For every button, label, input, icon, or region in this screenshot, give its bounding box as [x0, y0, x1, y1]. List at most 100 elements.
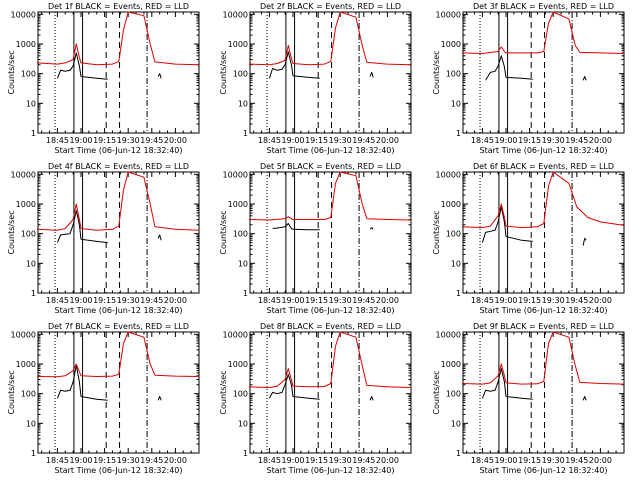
- x-axis-label: Start Time (06-Jun-12 18:32:40): [480, 146, 608, 155]
- chart-panel-8: Det 8f BLACK = Events, RED = LLD 1 10 100 10…: [219, 322, 412, 475]
- x-tick-label: 19:45: [352, 456, 375, 465]
- y-tick-label: 1: [243, 449, 248, 458]
- y-tick-label: 1: [31, 449, 36, 458]
- chart-title: Det 8f BLACK = Events, RED = LLD: [260, 322, 401, 331]
- x-tick-label: 19:45: [140, 456, 163, 465]
- x-axis-label: Start Time (06-Jun-12 18:32:40): [480, 466, 608, 475]
- x-tick-label: 19:00: [69, 456, 92, 465]
- y-tick-label: 10: [26, 259, 36, 268]
- y-axis-label: Counts/sec: [219, 370, 228, 414]
- x-tick-label: 20:00: [589, 456, 612, 465]
- x-tick-label: 20:00: [164, 456, 187, 465]
- chart-title: Det 4f BLACK = Events, RED = LLD: [48, 162, 189, 171]
- x-tick-label: 18:45: [258, 456, 281, 465]
- x-tick-label: 19:30: [542, 456, 565, 465]
- x-tick-label: 19:30: [117, 456, 140, 465]
- series-events-segment: [369, 71, 374, 78]
- y-axis-label: Counts/sec: [219, 50, 228, 94]
- series-events-segment: [582, 396, 587, 401]
- y-tick-label: 1000: [441, 200, 461, 209]
- y-tick-label: 100: [233, 230, 248, 239]
- y-tick-label: 10000: [223, 330, 248, 339]
- y-tick-label: 100: [446, 70, 461, 79]
- x-tick-label: 19:45: [565, 136, 588, 145]
- x-axis-label: Start Time (06-Jun-12 18:32:40): [480, 306, 608, 315]
- chart-title: Det 6f BLACK = Events, RED = LLD: [473, 162, 614, 171]
- x-tick-label: 19:30: [117, 136, 140, 145]
- series-lld: [36, 11, 200, 66]
- x-tick-label: 19:00: [281, 136, 304, 145]
- chart-panel-2: Det 2f BLACK = Events, RED = LLD 1 10 100 10…: [219, 2, 412, 155]
- y-tick-label: 1: [456, 449, 461, 458]
- y-axis-label: Counts/sec: [432, 50, 441, 94]
- y-tick-label: 1000: [16, 200, 36, 209]
- series-events-segment: [369, 396, 374, 401]
- x-axis-label: Start Time (06-Jun-12 18:32:40): [55, 146, 183, 155]
- y-tick-label: 1: [456, 129, 461, 138]
- x-tick-label: 19:30: [329, 296, 352, 305]
- chart-title: Det 3f BLACK = Events, RED = LLD: [473, 2, 614, 11]
- x-tick-label: 19:45: [352, 136, 375, 145]
- x-tick-label: 18:45: [471, 136, 494, 145]
- series-lld: [461, 171, 625, 229]
- plot-frame: [462, 171, 625, 294]
- x-tick-label: 19:00: [69, 136, 92, 145]
- y-tick-label: 100: [21, 230, 36, 239]
- series-events-segment: [157, 234, 162, 241]
- chart-title: Det 7f BLACK = Events, RED = LLD: [48, 322, 189, 331]
- y-tick-label: 1000: [16, 40, 36, 49]
- y-tick-label: 10000: [436, 330, 461, 339]
- series-lld: [248, 331, 412, 389]
- series-events-segment: [582, 76, 587, 81]
- plot-frame: [37, 11, 200, 134]
- y-tick-label: 1: [243, 129, 248, 138]
- y-tick-label: 10000: [223, 170, 248, 179]
- x-tick-label: 18:45: [46, 136, 69, 145]
- series-events: [481, 206, 533, 243]
- series-events-segment: [369, 227, 374, 230]
- y-tick-label: 10: [26, 99, 36, 108]
- y-tick-label: 1000: [228, 40, 248, 49]
- x-tick-label: 19:15: [518, 136, 541, 145]
- series-events: [268, 373, 320, 400]
- y-tick-label: 1: [243, 289, 248, 298]
- y-tick-label: 1000: [228, 360, 248, 369]
- x-tick-label: 20:00: [164, 296, 187, 305]
- x-tick-label: 19:30: [329, 456, 352, 465]
- plot-frame: [249, 171, 412, 294]
- x-tick-label: 19:45: [565, 296, 588, 305]
- y-axis-label: Counts/sec: [432, 210, 441, 254]
- plot-frame: [249, 331, 412, 454]
- x-axis-label: Start Time (06-Jun-12 18:32:40): [267, 146, 395, 155]
- series-lld: [248, 11, 412, 66]
- x-tick-label: 19:45: [352, 296, 375, 305]
- x-tick-label: 19:15: [93, 136, 116, 145]
- x-tick-label: 19:15: [93, 456, 116, 465]
- y-tick-label: 1000: [441, 40, 461, 49]
- y-tick-label: 10: [238, 259, 248, 268]
- y-tick-label: 1: [456, 289, 461, 298]
- y-tick-label: 1000: [16, 360, 36, 369]
- y-tick-label: 10: [238, 419, 248, 428]
- x-axis-label: Start Time (06-Jun-12 18:32:40): [55, 306, 183, 315]
- x-tick-label: 20:00: [589, 296, 612, 305]
- x-tick-label: 19:30: [542, 136, 565, 145]
- x-tick-label: 19:45: [565, 456, 588, 465]
- x-tick-label: 19:30: [329, 136, 352, 145]
- x-tick-label: 20:00: [589, 136, 612, 145]
- x-tick-label: 19:00: [281, 456, 304, 465]
- chart-title: Det 5f BLACK = Events, RED = LLD: [260, 162, 401, 171]
- x-tick-label: 20:00: [164, 136, 187, 145]
- chart-panel-5: Det 5f BLACK = Events, RED = LLD 1 10 100 10…: [219, 162, 412, 315]
- x-tick-label: 19:15: [305, 456, 328, 465]
- series-events-segment: [582, 237, 587, 246]
- series-events: [56, 210, 108, 244]
- series-events: [268, 51, 320, 79]
- y-axis-label: Counts/sec: [432, 370, 441, 414]
- series-events: [56, 52, 108, 80]
- y-tick-label: 10: [26, 419, 36, 428]
- plot-frame: [462, 11, 625, 134]
- series-lld: [36, 171, 200, 231]
- y-axis-label: Counts/sec: [219, 210, 228, 254]
